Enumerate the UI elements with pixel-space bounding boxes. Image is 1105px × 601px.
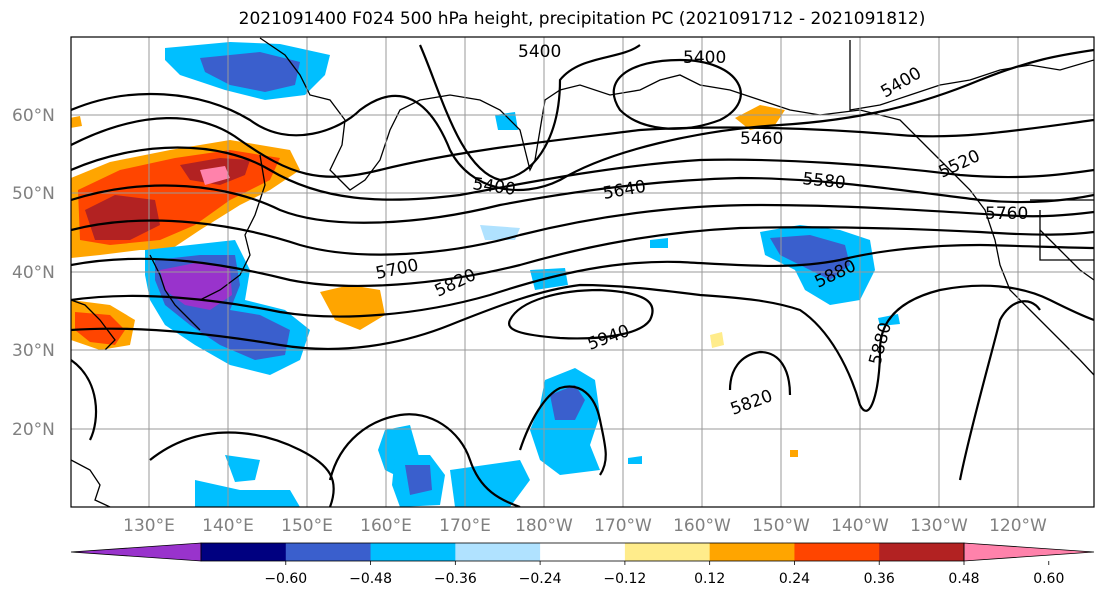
contour-label: 5400 <box>518 42 561 62</box>
colorbar-tick-label: 0.24 <box>779 571 810 587</box>
lon-label: 160°W <box>673 516 731 536</box>
colorbar-swatch <box>370 543 456 561</box>
colorbar-tick-label: −0.36 <box>434 571 477 587</box>
height-contours <box>71 44 1094 507</box>
map-title: 2021091400 F024 500 hPa height, precipit… <box>238 9 926 29</box>
lon-label: 130°W <box>910 516 968 536</box>
lon-label: 160°E <box>360 516 412 536</box>
lon-label: 150°E <box>281 516 333 536</box>
lat-label: 40°N <box>12 263 55 283</box>
lon-label: 180°W <box>515 516 573 536</box>
colorbar-swatch <box>285 543 372 561</box>
colorbar-extension-low <box>70 542 202 562</box>
lon-label: 130°E <box>123 516 175 536</box>
lat-label: 30°N <box>12 341 55 361</box>
colorbar-tick-label: 0.48 <box>948 571 979 587</box>
colorbar-swatch <box>794 543 880 561</box>
lat-label: 60°N <box>12 106 55 126</box>
colorbar-tick-label: −0.12 <box>603 571 646 587</box>
colorbar-tick-label: −0.60 <box>264 571 307 587</box>
colorbar-tick-label: 0.12 <box>694 571 725 587</box>
colorbar-swatch <box>879 543 965 561</box>
colorbar-frame <box>200 542 965 562</box>
contour-label: 5760 <box>985 204 1028 224</box>
lon-label: 170°E <box>439 516 491 536</box>
colorbar <box>70 542 1095 565</box>
colorbar-swatch <box>709 543 795 561</box>
colorbar-tick-label: −0.24 <box>519 571 562 587</box>
map-frame <box>70 36 1095 508</box>
lon-label: 150°W <box>752 516 810 536</box>
colorbar-swatch <box>455 543 541 561</box>
colorbar-labels: −0.60 −0.48 −0.36 −0.24 −0.12 0.12 0.24 0.36 0.4… <box>264 571 1064 587</box>
colorbar-swatch <box>201 543 287 561</box>
contour-label: 5400 <box>683 48 726 68</box>
latitude-labels: 60°N 50°N 40°N 30°N 20°N <box>12 106 55 440</box>
colorbar-extension-high <box>963 542 1095 562</box>
lon-label: 120°W <box>989 516 1047 536</box>
colorbar-tick-label: 0.60 <box>1033 571 1064 587</box>
contour-label: 5580 <box>801 169 846 193</box>
contour-label: 5460 <box>740 129 783 149</box>
lon-label: 140°E <box>202 516 254 536</box>
lon-label: 140°W <box>831 516 889 536</box>
colorbar-tick-label: 0.36 <box>864 571 895 587</box>
lat-label: 50°N <box>12 184 55 204</box>
lon-label: 170°W <box>594 516 652 536</box>
colorbar-tick-label: −0.48 <box>349 571 392 587</box>
longitude-labels: 130°E 140°E 150°E 160°E 170°E 180°W 170°… <box>123 516 1047 536</box>
colorbar-swatch <box>624 543 711 561</box>
lat-label: 20°N <box>12 420 55 440</box>
colorbar-swatch <box>540 543 626 561</box>
